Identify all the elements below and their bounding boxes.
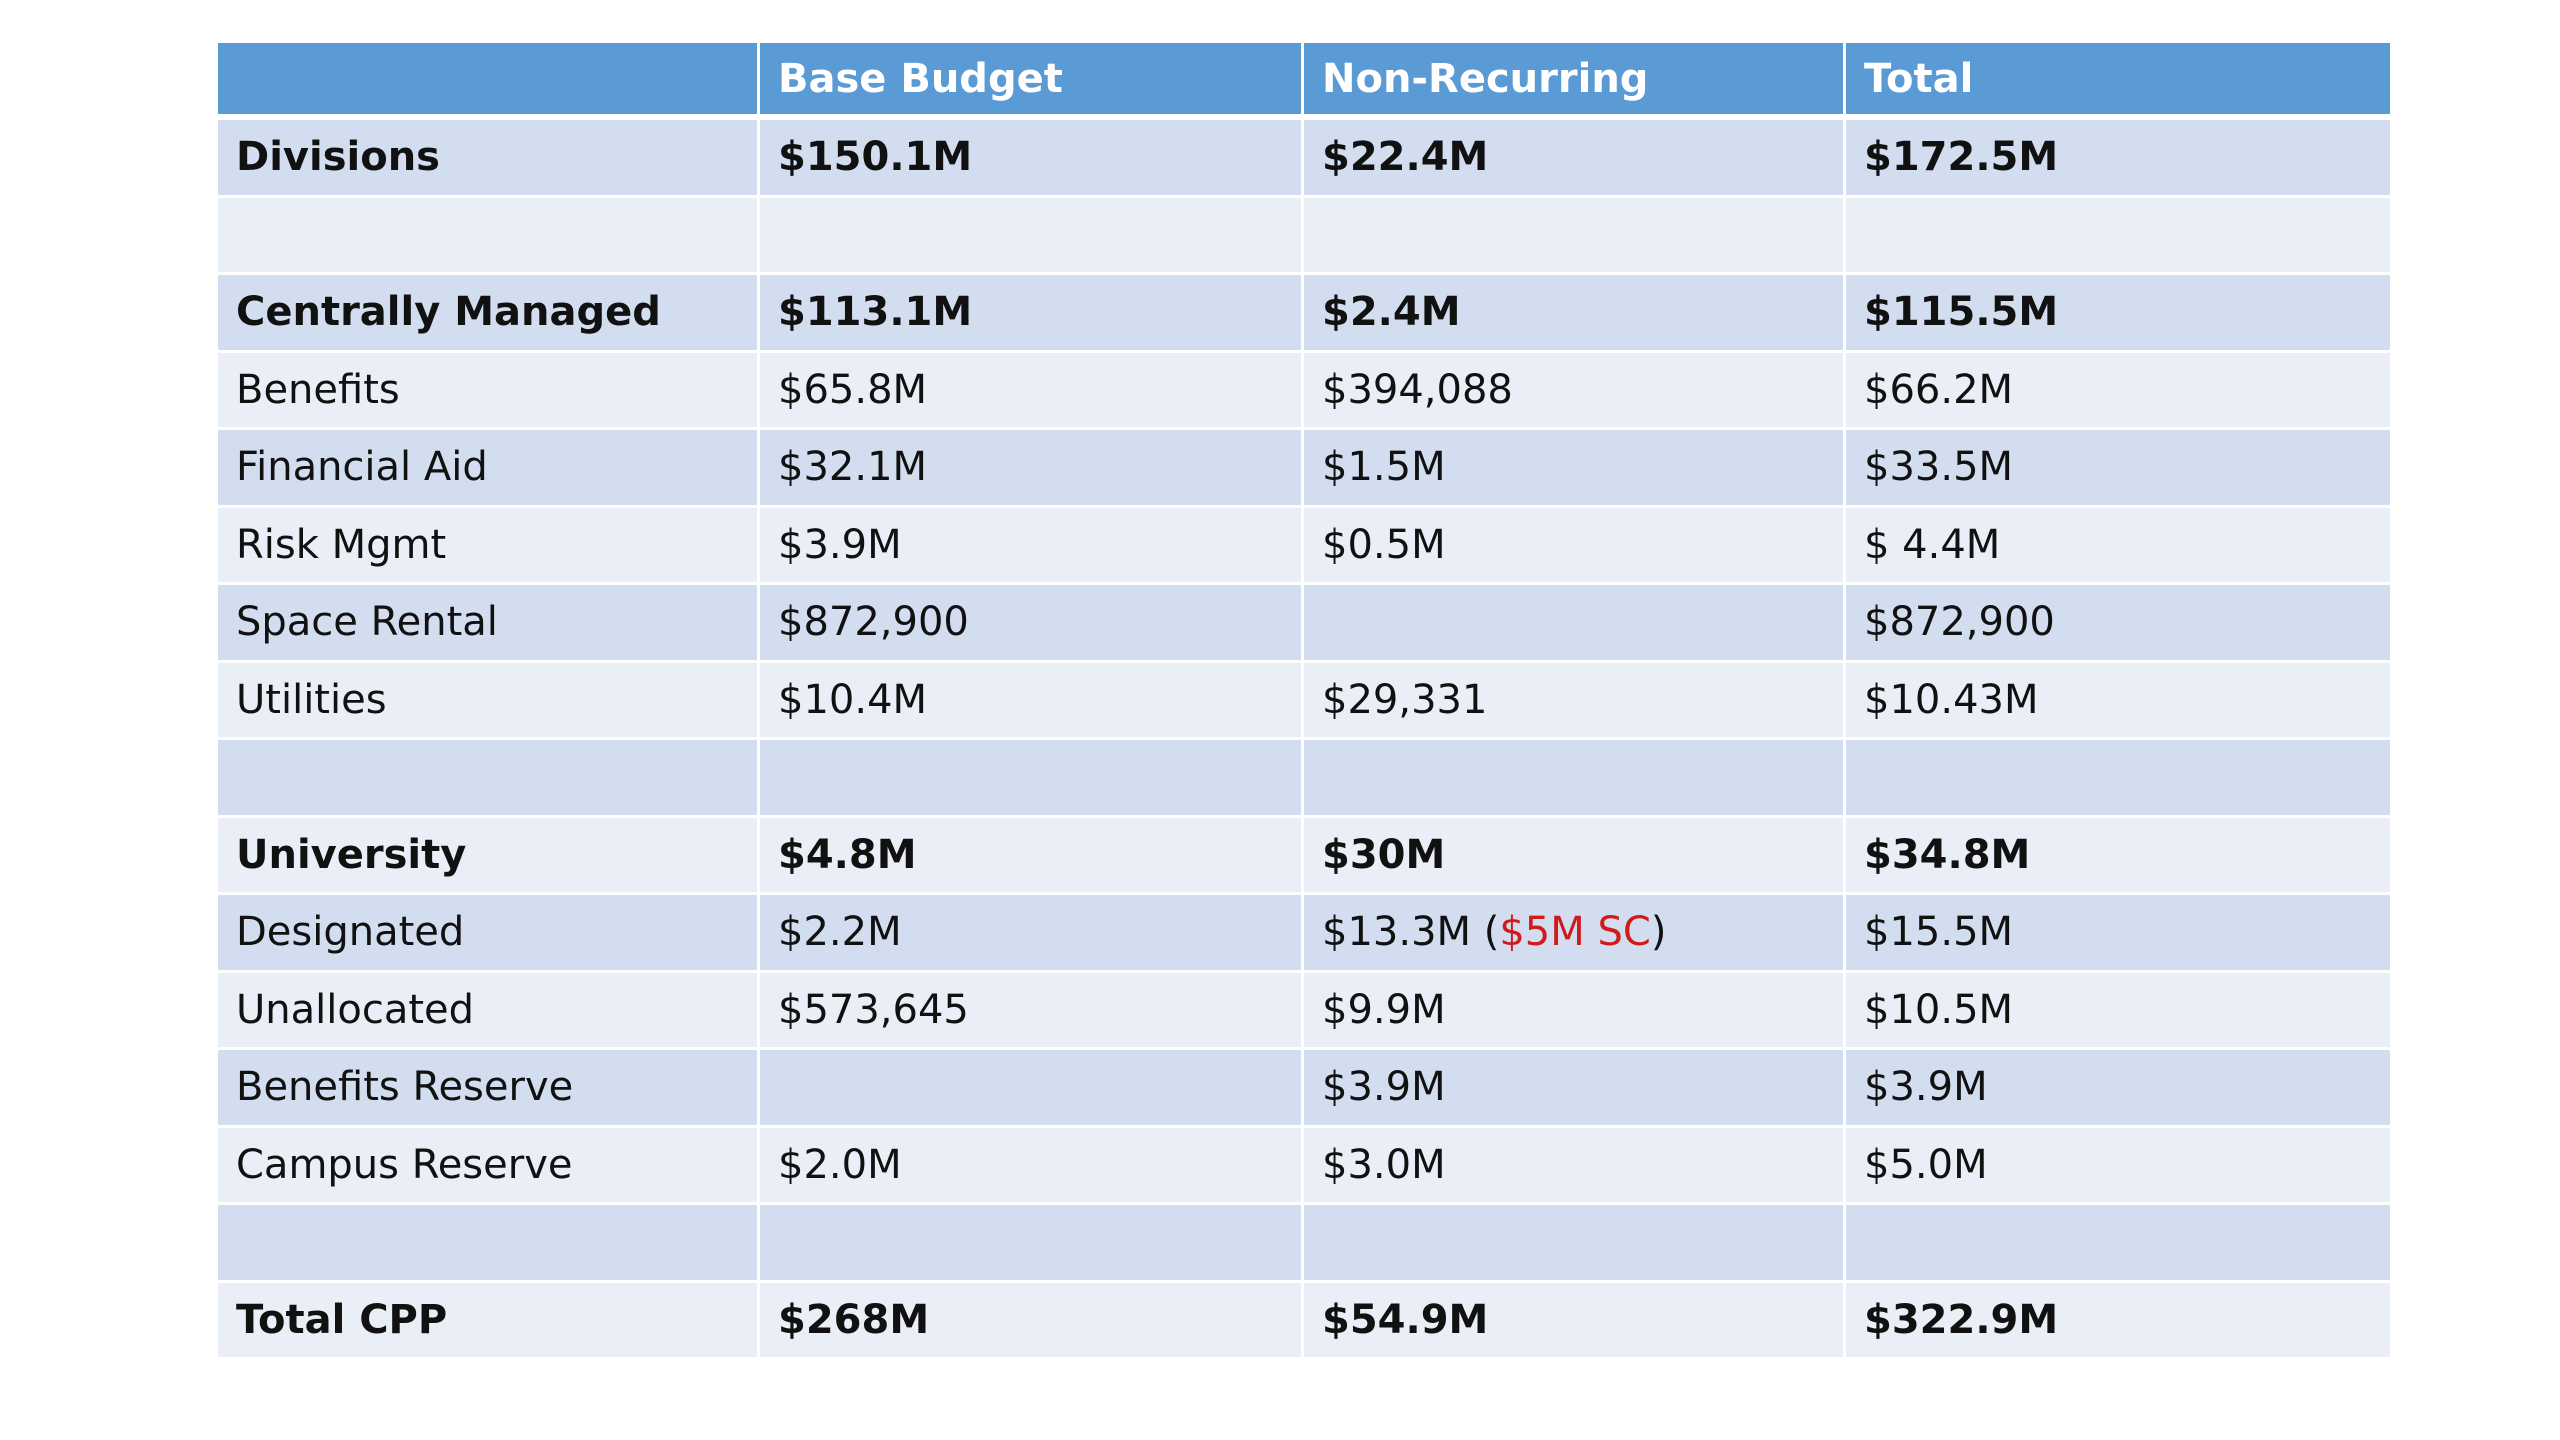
- row-label-cell: Utilities: [218, 662, 760, 740]
- base-budget-cell: $150.1M: [760, 120, 1304, 198]
- header-row: Base Budget Non-Recurring Total: [218, 43, 2390, 120]
- base-budget-cell: $4.8M: [760, 817, 1304, 895]
- non-recurring-cell: $1.5M: [1304, 430, 1846, 508]
- total-cell: $10.43M: [1846, 662, 2390, 740]
- total-cell: [1846, 740, 2390, 818]
- table-header: Base Budget Non-Recurring Total: [218, 43, 2390, 120]
- non-recurring-cell: [1304, 1205, 1846, 1283]
- note-paren-open: (: [1471, 909, 1500, 956]
- non-recurring-cell: $3.0M: [1304, 1127, 1846, 1205]
- base-budget-cell: $65.8M: [760, 352, 1304, 430]
- total-cell: $872,900: [1846, 585, 2390, 663]
- base-budget-cell: [760, 1050, 1304, 1128]
- total-cell: $10.5M: [1846, 972, 2390, 1050]
- table-row: Divisions $150.1M $22.4M $172.5M: [218, 120, 2390, 198]
- total-cell: $ 4.4M: [1846, 507, 2390, 585]
- table-row: Centrally Managed $113.1M $2.4M $115.5M: [218, 275, 2390, 353]
- table-row: Benefits Reserve $3.9M $3.9M: [218, 1050, 2390, 1128]
- header-cell-total: Total: [1846, 43, 2390, 120]
- non-recurring-cell: [1304, 740, 1846, 818]
- row-label-cell: Financial Aid: [218, 430, 760, 508]
- table-row: [218, 740, 2390, 818]
- table-row: [218, 197, 2390, 275]
- base-budget-cell: $2.0M: [760, 1127, 1304, 1205]
- table-row: Benefits $65.8M $394,088 $66.2M: [218, 352, 2390, 430]
- non-recurring-cell: $13.3M ($5M SC): [1304, 895, 1846, 973]
- non-recurring-cell: $394,088: [1304, 352, 1846, 430]
- table-row: Designated $2.2M $13.3M ($5M SC) $15.5M: [218, 895, 2390, 973]
- non-recurring-cell: $3.9M: [1304, 1050, 1846, 1128]
- row-label-cell: Risk Mgmt: [218, 507, 760, 585]
- total-cell: [1846, 197, 2390, 275]
- non-recurring-cell: [1304, 585, 1846, 663]
- row-label-cell: [218, 740, 760, 818]
- table-row: Total CPP $268M $54.9M $322.9M: [218, 1282, 2390, 1360]
- base-budget-cell: $573,645: [760, 972, 1304, 1050]
- total-cell: [1846, 1205, 2390, 1283]
- base-budget-cell: $113.1M: [760, 275, 1304, 353]
- total-cell: $66.2M: [1846, 352, 2390, 430]
- base-budget-cell: $32.1M: [760, 430, 1304, 508]
- total-cell: $172.5M: [1846, 120, 2390, 198]
- row-label-cell: University: [218, 817, 760, 895]
- base-budget-cell: [760, 197, 1304, 275]
- table-body: Divisions $150.1M $22.4M $172.5M Centrally M…: [218, 120, 2390, 1360]
- table-row: Space Rental $872,900 $872,900: [218, 585, 2390, 663]
- row-label-cell: Benefits Reserve: [218, 1050, 760, 1128]
- base-budget-cell: [760, 1205, 1304, 1283]
- table-row: Unallocated $573,645 $9.9M $10.5M: [218, 972, 2390, 1050]
- total-cell: $5.0M: [1846, 1127, 2390, 1205]
- non-recurring-cell: $54.9M: [1304, 1282, 1846, 1360]
- table-row: Campus Reserve $2.0M $3.0M $5.0M: [218, 1127, 2390, 1205]
- budget-table: Base Budget Non-Recurring Total Division…: [218, 43, 2390, 1360]
- non-recurring-cell: [1304, 197, 1846, 275]
- header-cell-non-recurring: Non-Recurring: [1304, 43, 1846, 120]
- total-cell: $34.8M: [1846, 817, 2390, 895]
- total-cell: $3.9M: [1846, 1050, 2390, 1128]
- base-budget-cell: $872,900: [760, 585, 1304, 663]
- non-recurring-cell: $0.5M: [1304, 507, 1846, 585]
- base-budget-cell: $268M: [760, 1282, 1304, 1360]
- base-budget-cell: $3.9M: [760, 507, 1304, 585]
- row-label-cell: [218, 1205, 760, 1283]
- non-recurring-value: $13.3M: [1322, 909, 1472, 956]
- row-label-cell: Space Rental: [218, 585, 760, 663]
- base-budget-cell: $10.4M: [760, 662, 1304, 740]
- note-paren-close: ): [1650, 909, 1667, 956]
- row-label-cell: Campus Reserve: [218, 1127, 760, 1205]
- base-budget-cell: $2.2M: [760, 895, 1304, 973]
- table-row: Financial Aid $32.1M $1.5M $33.5M: [218, 430, 2390, 508]
- table-row: Utilities $10.4M $29,331 $10.43M: [218, 662, 2390, 740]
- row-label-cell: Benefits: [218, 352, 760, 430]
- non-recurring-cell: $9.9M: [1304, 972, 1846, 1050]
- non-recurring-cell: $30M: [1304, 817, 1846, 895]
- total-cell: $115.5M: [1846, 275, 2390, 353]
- base-budget-cell: [760, 740, 1304, 818]
- table-row: Risk Mgmt $3.9M $0.5M $ 4.4M: [218, 507, 2390, 585]
- non-recurring-cell: $22.4M: [1304, 120, 1846, 198]
- row-label-cell: Total CPP: [218, 1282, 760, 1360]
- non-recurring-cell: $2.4M: [1304, 275, 1846, 353]
- row-label-cell: Unallocated: [218, 972, 760, 1050]
- total-cell: $15.5M: [1846, 895, 2390, 973]
- note-text: $5M SC: [1499, 909, 1651, 956]
- header-cell-base-budget: Base Budget: [760, 43, 1304, 120]
- row-label-cell: Divisions: [218, 120, 760, 198]
- table-row: University $4.8M $30M $34.8M: [218, 817, 2390, 895]
- non-recurring-cell: $29,331: [1304, 662, 1846, 740]
- total-cell: $322.9M: [1846, 1282, 2390, 1360]
- row-label-cell: Centrally Managed: [218, 275, 760, 353]
- row-label-cell: [218, 197, 760, 275]
- row-label-cell: Designated: [218, 895, 760, 973]
- table-row: [218, 1205, 2390, 1283]
- header-cell-label: [218, 43, 760, 120]
- total-cell: $33.5M: [1846, 430, 2390, 508]
